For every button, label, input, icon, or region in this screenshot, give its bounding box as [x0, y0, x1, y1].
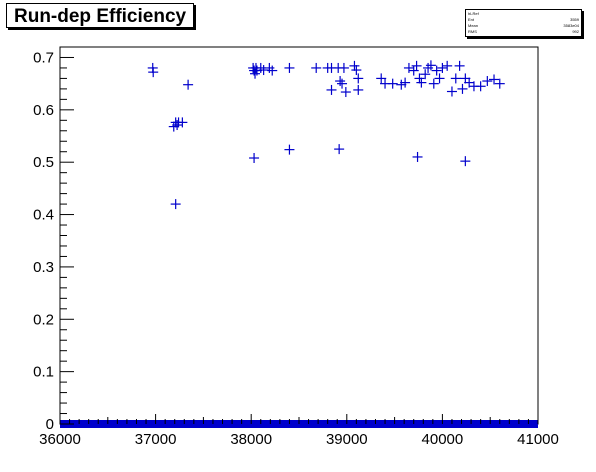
data-point: [457, 83, 468, 94]
data-point: [170, 199, 181, 210]
stats-value: 3559: [570, 17, 579, 22]
data-point: [412, 151, 423, 162]
data-point: [446, 86, 457, 97]
data-point: [264, 62, 275, 73]
data-point: [326, 84, 337, 95]
data-point: [408, 65, 419, 76]
data-point: [335, 76, 346, 87]
y-tick-label: 0.3: [33, 259, 54, 276]
x-tick-label: 41000: [517, 431, 559, 448]
x-axis: 36000 37000 38000 39000 40000 41000: [39, 414, 559, 448]
data-point: [460, 156, 471, 167]
data-point: [148, 67, 159, 78]
stats-value: 3583e04: [563, 23, 579, 28]
y-tick-label: 0.5: [33, 154, 54, 171]
data-point: [387, 78, 398, 89]
stats-row-rms: RMS 992: [468, 29, 579, 35]
data-point: [437, 62, 448, 73]
y-axis: 0 0.1 0.2 0.3 0.4 0.5 0.6 0.7: [33, 49, 74, 433]
data-point: [284, 62, 295, 73]
data-point: [351, 65, 362, 76]
data-point: [423, 62, 434, 73]
x-tick-label: 40000: [422, 431, 464, 448]
x-tick-label: 36000: [39, 431, 81, 448]
y-tick-label: 0.4: [33, 207, 54, 224]
data-point: [494, 78, 505, 89]
stats-label: Mean: [468, 23, 479, 28]
data-point: [442, 60, 453, 71]
stats-value: 992: [572, 29, 579, 34]
data-point: [177, 117, 188, 128]
data-point: [172, 120, 183, 131]
data-point: [353, 73, 364, 84]
stats-name: hLRef: [468, 11, 479, 16]
data-point: [340, 87, 351, 98]
data-point: [311, 62, 322, 73]
data-point: [482, 76, 493, 87]
data-point: [403, 62, 414, 73]
data-point: [489, 74, 500, 85]
stats-box: hLRef Ent 3559 Mean 3583e04 RMS 992: [465, 9, 582, 37]
data-point: [420, 69, 431, 80]
x-tick-label: 39000: [326, 431, 368, 448]
y-tick-label: 0.2: [33, 311, 54, 328]
chart-title: Run-dep Efficiency: [6, 3, 194, 28]
data-point: [416, 77, 427, 88]
data-point: [349, 60, 360, 71]
data-point: [431, 65, 442, 76]
y-tick-label: 0.7: [33, 49, 54, 66]
stats-row-entries: Ent 3559: [468, 17, 579, 23]
data-point: [411, 60, 422, 71]
data-point: [267, 65, 278, 76]
data-points: [147, 60, 505, 210]
data-point: [475, 81, 486, 92]
data-point: [434, 73, 445, 84]
y-tick-label: 0.1: [33, 364, 54, 381]
data-point: [284, 144, 295, 155]
data-point: [376, 73, 387, 84]
stats-label: Ent: [468, 17, 475, 22]
y-tick-label: 0.6: [33, 102, 54, 119]
data-point: [258, 65, 269, 76]
data-point: [454, 60, 465, 71]
data-point: [425, 60, 436, 71]
stats-row-mean: Mean 3583e04: [468, 23, 579, 29]
x-tick-label: 37000: [135, 431, 177, 448]
data-point: [334, 144, 345, 155]
data-point: [400, 77, 411, 88]
plot-frame: [59, 46, 539, 425]
data-point: [428, 78, 439, 89]
data-point: [353, 84, 364, 95]
y-tick-label: 0: [46, 416, 54, 433]
data-point: [414, 73, 425, 84]
x-tick-label: 38000: [230, 431, 272, 448]
stats-label: RMS: [468, 29, 477, 34]
data-point: [338, 62, 349, 73]
data-point: [183, 79, 194, 90]
data-point: [450, 73, 461, 84]
data-point: [249, 153, 260, 164]
data-point: [337, 78, 348, 89]
